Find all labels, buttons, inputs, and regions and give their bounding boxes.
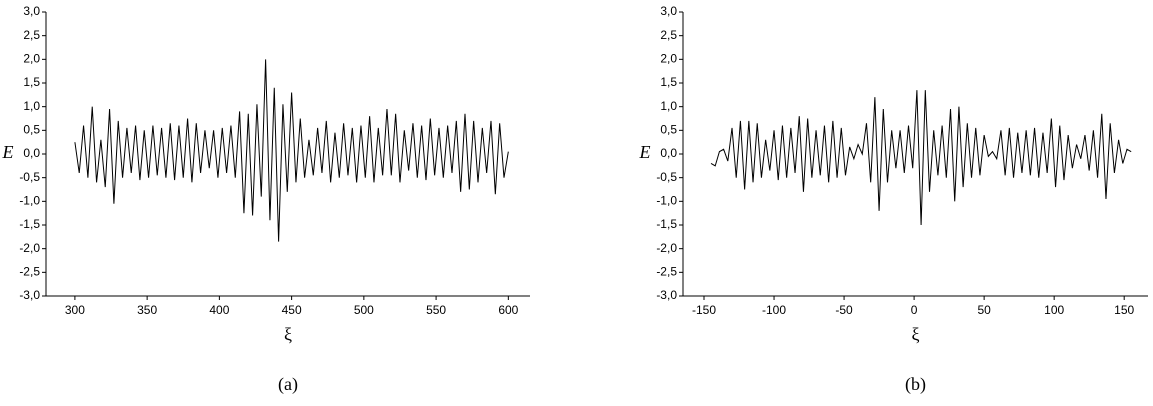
x-tick-label: 500: [354, 303, 374, 317]
y-tick-label: -1,0: [19, 194, 40, 208]
y-tick-label: -0,5: [656, 170, 677, 184]
y-tick-label: 0,5: [660, 123, 677, 137]
signal-line: [710, 90, 1132, 226]
x-tick-label: -150: [692, 303, 716, 317]
y-tick-label: -1,5: [19, 217, 40, 231]
x-tick-label: 300: [65, 303, 85, 317]
x-tick-label: 100: [1044, 303, 1064, 317]
panel-caption: (b): [905, 374, 926, 395]
y-tick-label: 2,5: [23, 28, 40, 42]
y-tick-label: 1,5: [660, 75, 677, 89]
y-tick-label: -1,0: [656, 194, 677, 208]
y-axis-label: E: [639, 142, 651, 162]
y-tick-label: 2,5: [660, 28, 677, 42]
x-tick-label: 350: [137, 303, 157, 317]
y-tick-label: 0,0: [660, 146, 677, 160]
signal-line: [74, 59, 509, 242]
y-tick-label: 0,5: [23, 123, 40, 137]
y-axis-label: E: [2, 142, 14, 162]
y-tick-label: -2,0: [19, 241, 40, 255]
x-tick-label: 0: [911, 303, 918, 317]
y-tick-label: -1,5: [656, 217, 677, 231]
x-tick-label: 150: [1114, 303, 1134, 317]
y-tick-label: -2,0: [656, 241, 677, 255]
x-tick-label: 400: [209, 303, 229, 317]
x-axis-label: ξ: [911, 324, 919, 344]
y-tick-label: -3,0: [656, 288, 677, 302]
x-tick-label: -50: [835, 303, 853, 317]
y-tick-label: 2,0: [23, 52, 40, 66]
x-tick-label: -100: [762, 303, 786, 317]
x-tick-label: 600: [498, 303, 518, 317]
y-tick-label: 3,0: [660, 4, 677, 18]
x-axis-label: ξ: [284, 324, 292, 344]
y-tick-label: 2,0: [660, 52, 677, 66]
y-tick-label: 0,0: [23, 146, 40, 160]
y-tick-label: 1,5: [23, 75, 40, 89]
y-tick-label: 3,0: [23, 4, 40, 18]
y-tick-label: -3,0: [19, 288, 40, 302]
x-tick-label: 50: [977, 303, 991, 317]
y-tick-label: 1,0: [660, 99, 677, 113]
panel-caption: (a): [278, 374, 298, 395]
y-tick-label: -0,5: [19, 170, 40, 184]
y-tick-label: -2,5: [19, 265, 40, 279]
y-tick-label: -2,5: [656, 265, 677, 279]
y-tick-label: 1,0: [23, 99, 40, 113]
x-tick-label: 550: [426, 303, 446, 317]
x-tick-label: 450: [282, 303, 302, 317]
